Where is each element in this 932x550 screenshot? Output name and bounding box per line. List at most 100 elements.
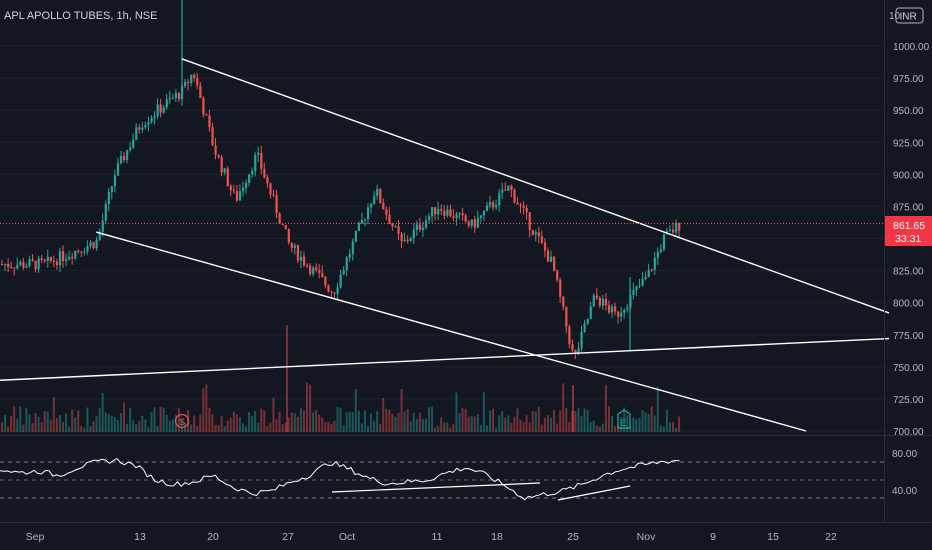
candle-body-119 <box>363 219 367 221</box>
volume-bar-210 <box>641 410 644 432</box>
candle-body-120 <box>367 207 370 220</box>
volume-bar-141 <box>431 406 434 432</box>
volume-bar-66 <box>202 388 205 432</box>
volume-bar-51 <box>156 426 159 432</box>
candle-body-10 <box>31 259 34 261</box>
candle-body-185 <box>565 306 568 327</box>
trendline-1[interactable] <box>96 231 807 432</box>
trendlines[interactable] <box>0 58 890 432</box>
split-marker[interactable] <box>174 413 190 429</box>
candle-body-96 <box>293 245 296 248</box>
volume-bar-48 <box>147 427 150 432</box>
volume-bar-13 <box>40 422 43 432</box>
volume-bar-167 <box>510 422 513 432</box>
currency-badge[interactable] <box>895 7 924 24</box>
candle-body-4 <box>13 267 16 269</box>
volume-bars <box>1 325 681 432</box>
candle-body-127 <box>388 214 391 224</box>
candle-body-6 <box>19 261 22 265</box>
volume-bar-82 <box>251 415 254 432</box>
volume-bar-215 <box>656 386 659 432</box>
volume-bar-58 <box>177 407 180 432</box>
volume-bar-34 <box>104 412 107 432</box>
candle-body-163 <box>498 192 501 206</box>
candles[interactable] <box>1 0 681 360</box>
candle-body-202 <box>617 311 620 317</box>
volume-bar-1 <box>4 415 7 432</box>
volume-bar-193 <box>589 422 592 432</box>
candle-body-129 <box>394 226 397 228</box>
candle-body-86 <box>263 168 266 178</box>
candle-body-79 <box>241 187 245 192</box>
candle-body-191 <box>583 323 586 332</box>
rsi-line <box>0 457 680 501</box>
candle-body-128 <box>391 223 394 227</box>
volume-bar-111 <box>339 407 342 432</box>
candle-body-88 <box>269 183 272 195</box>
volume-bar-108 <box>330 424 333 432</box>
candle-body-53 <box>162 107 165 113</box>
candle-body-219 <box>668 229 672 231</box>
price-tick-11: 725.00 <box>893 395 924 406</box>
candle-body-164 <box>501 189 504 193</box>
candle-body-177 <box>540 236 544 243</box>
time-tick-8: Nov <box>637 531 656 543</box>
volume-bar-104 <box>318 414 321 432</box>
volume-bar-69 <box>211 414 214 432</box>
candle-body-220 <box>672 229 675 233</box>
volume-bar-153 <box>467 416 470 432</box>
volume-bar-219 <box>668 422 671 432</box>
candle-body-213 <box>650 269 653 271</box>
time-axis[interactable]: Sep 13 20 27 Oct 11 18 25 Nov 9 15 22 <box>26 531 837 543</box>
volume-bar-117 <box>357 410 360 432</box>
volume-bar-44 <box>135 424 138 432</box>
rsi-trendline-2[interactable] <box>557 485 631 501</box>
volume-bar-205 <box>626 415 629 432</box>
volume-bar-75 <box>229 417 232 432</box>
candle-body-114 <box>348 253 351 258</box>
trendline-2[interactable] <box>0 337 890 384</box>
time-tick-2: 20 <box>207 531 219 543</box>
candle-body-186 <box>568 326 571 345</box>
volume-bar-74 <box>226 420 229 432</box>
volume-bar-212 <box>647 413 650 432</box>
volume-bar-154 <box>470 416 473 432</box>
candle-body-172 <box>525 207 528 213</box>
volume-bar-92 <box>281 423 284 432</box>
candle-body-204 <box>623 309 626 313</box>
volume-bar-15 <box>46 411 49 432</box>
volume-bar-166 <box>507 415 510 432</box>
price-axis[interactable]: 1000.00975.00950.00925.00900.00875.00850… <box>893 42 930 438</box>
time-tick-4: Oct <box>339 531 355 543</box>
volume-bar-80 <box>245 426 247 432</box>
candle-body-214 <box>653 257 656 270</box>
volume-bar-133 <box>406 409 409 432</box>
candle-body-9 <box>28 259 31 267</box>
volume-bar-24 <box>74 417 77 432</box>
candle-body-2 <box>7 264 10 267</box>
volume-bar-55 <box>168 420 171 432</box>
volume-bar-147 <box>449 427 452 432</box>
volume-bar-31 <box>95 416 98 432</box>
volume-bar-35 <box>107 414 110 432</box>
earnings-marker[interactable] <box>617 409 631 429</box>
candle-body-98 <box>299 256 303 261</box>
candle-body-30 <box>92 242 95 249</box>
volume-bar-83 <box>254 411 257 432</box>
candle-body-62 <box>190 74 193 83</box>
trendline-0[interactable] <box>181 58 890 314</box>
candle-body-11 <box>34 260 37 270</box>
volume-bar-50 <box>153 407 156 432</box>
candle-body-154 <box>470 219 473 226</box>
volume-bar-186 <box>568 422 571 432</box>
volume-bar-23 <box>71 409 74 432</box>
candle-body-0 <box>1 264 4 266</box>
candle-body-135 <box>412 229 415 239</box>
volume-bar-175 <box>534 411 537 432</box>
candle-body-85 <box>260 152 263 169</box>
rsi-trendline-1[interactable] <box>331 482 541 493</box>
candle-body-91 <box>278 213 281 224</box>
candle-body-27 <box>83 251 86 253</box>
